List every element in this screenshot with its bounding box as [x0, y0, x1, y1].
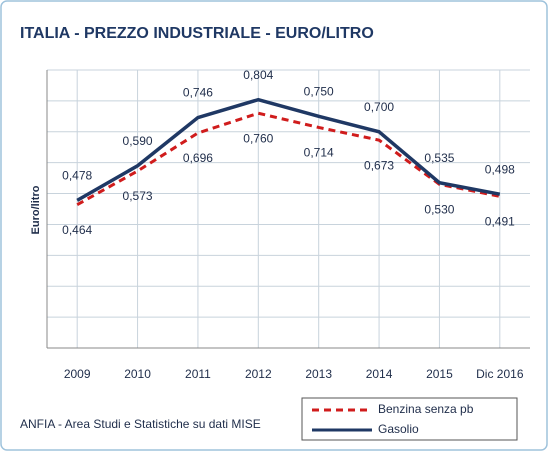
source-note: ANFIA - Area Studi e Statistiche su dati… — [20, 417, 261, 431]
chart-title: ITALIA - PREZZO INDUSTRIALE - EURO/LITRO — [20, 25, 374, 42]
legend-label: Gasolio — [378, 422, 419, 436]
legend-box — [301, 397, 518, 441]
legend-label: Benzina senza pb — [378, 402, 474, 416]
data-label: 0,491 — [485, 215, 515, 229]
y-axis-label: Euro/litro — [30, 185, 42, 234]
data-label: 0,530 — [424, 202, 454, 216]
x-tick-label: 2011 — [185, 367, 211, 381]
data-label: 0,696 — [183, 151, 213, 165]
data-label: 0,804 — [243, 68, 273, 82]
data-label: 0,700 — [364, 100, 394, 114]
x-tick-label: 2009 — [64, 367, 91, 381]
data-label: 0,464 — [62, 223, 92, 237]
x-tick-label: 2015 — [426, 367, 453, 381]
data-label: 0,573 — [123, 189, 153, 203]
series-line — [76, 97, 501, 202]
data-label: 0,714 — [304, 146, 334, 160]
x-tick-label: 2013 — [305, 367, 332, 381]
series-line — [76, 111, 501, 206]
data-label: 0,590 — [123, 134, 153, 148]
x-tick-label: 2012 — [245, 367, 272, 381]
x-tick-label: 2010 — [124, 367, 151, 381]
x-tick-label: Dic 2016 — [476, 367, 524, 381]
data-label: 0,750 — [304, 85, 334, 99]
data-label: 0,478 — [62, 169, 92, 183]
data-label: 0,673 — [364, 158, 394, 172]
x-tick-label: 2014 — [366, 367, 393, 381]
data-label: 0,760 — [243, 131, 273, 145]
data-label: 0,535 — [424, 151, 454, 165]
data-label: 0,746 — [183, 86, 213, 100]
data-label: 0,498 — [485, 162, 515, 176]
